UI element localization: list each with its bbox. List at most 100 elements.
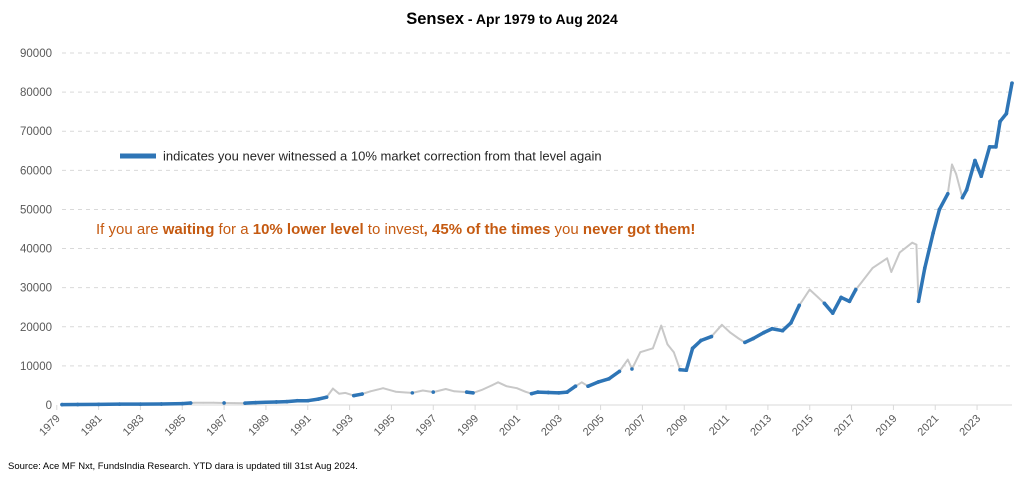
data-point (690, 346, 695, 351)
callout-text: If you are waiting for a 10% lower level… (96, 221, 695, 238)
data-point (737, 337, 740, 340)
callout-part: for a (214, 221, 252, 238)
data-point (639, 351, 642, 354)
x-tick-label: 2009 (665, 413, 691, 439)
data-point (360, 392, 364, 396)
data-point (822, 301, 827, 306)
data-point (305, 398, 310, 403)
data-point (524, 390, 527, 393)
data-point (871, 267, 874, 270)
x-tick-label: 2019 (874, 413, 900, 439)
data-point (890, 271, 893, 273)
data-point (817, 296, 820, 299)
data-point (471, 391, 475, 395)
series-segment-never-corrected (751, 330, 766, 341)
data-point (808, 288, 811, 291)
data-point (344, 391, 347, 394)
data-point (839, 295, 843, 300)
x-tick-label: 1981 (79, 413, 105, 439)
data-point (222, 401, 226, 405)
series-segment-never-corrected (831, 295, 843, 315)
data-point (431, 390, 436, 394)
data-point (586, 384, 590, 389)
series-sensex (60, 81, 1014, 407)
data-point (973, 158, 977, 163)
x-tick-label: 1983 (121, 413, 147, 439)
data-point (212, 401, 215, 404)
x-tick-label: 1979 (37, 413, 63, 439)
series-segment-never-corrected (780, 321, 793, 333)
data-point (117, 402, 122, 406)
x-axis: 1979 1981 1983 1985 1987 1989 1991 1993 1995 1997… (37, 404, 1012, 439)
data-point (931, 231, 935, 235)
data-point (709, 334, 714, 339)
data-point (394, 390, 397, 393)
series-segment-never-corrected (596, 377, 611, 384)
data-point (626, 358, 629, 361)
data-point (188, 401, 193, 405)
data-point (243, 401, 247, 405)
x-tick-label: 2005 (581, 413, 607, 439)
data-point (480, 389, 483, 392)
data-point (580, 381, 583, 384)
data-point (915, 243, 918, 246)
data-point (861, 280, 863, 283)
data-point (672, 351, 675, 354)
data-point (630, 367, 634, 371)
series-segment-never-corrected (847, 287, 858, 304)
x-tick-label: 1999 (455, 413, 481, 439)
data-point (573, 384, 578, 389)
data-point (1010, 81, 1014, 85)
y-tick-label: 20000 (20, 322, 52, 334)
callout-part: 10% lower level (253, 221, 364, 238)
data-point (596, 380, 601, 384)
data-point (138, 402, 143, 406)
series-segment-never-corrected (994, 119, 1002, 149)
series-segment-never-corrected (789, 303, 802, 325)
x-tick-label: 2023 (957, 413, 983, 439)
data-point (453, 390, 456, 393)
data-point (253, 400, 258, 405)
chart-title-suffix: - Apr 1979 to Aug 2024 (464, 11, 618, 27)
series-segment-never-corrected (586, 380, 601, 388)
data-point (556, 391, 561, 395)
data-point (421, 389, 424, 392)
data-point (497, 381, 499, 384)
data-point (490, 384, 493, 387)
callout-part: you (550, 221, 583, 238)
series-segment-never-corrected (916, 266, 927, 304)
data-point (607, 376, 611, 381)
data-point (937, 207, 942, 212)
legend-label: indicates you never witnessed a 10% mark… (163, 149, 602, 164)
data-point (751, 336, 756, 341)
callout-part: never got them! (583, 221, 696, 238)
x-tick-label: 2007 (623, 413, 649, 439)
data-point (338, 392, 341, 395)
data-point (285, 399, 289, 404)
x-tick-label: 1989 (246, 413, 272, 439)
data-point (945, 192, 950, 196)
series-segment-never-corrected (607, 369, 622, 381)
data-point (651, 347, 654, 350)
y-tick-label: 90000 (20, 48, 52, 60)
data-point (1004, 111, 1009, 116)
data-point (666, 343, 669, 346)
series-segment-never-corrected (923, 231, 935, 270)
series-segment-never-corrected (684, 346, 695, 372)
x-tick-label: 2003 (539, 413, 565, 439)
data-point (180, 401, 185, 406)
x-tick-label: 1987 (204, 413, 230, 439)
y-tick-label: 40000 (20, 244, 52, 256)
data-point (998, 119, 1002, 124)
callout-part: , 45% of the times (424, 221, 551, 238)
data-point (565, 390, 569, 394)
data-point (464, 390, 469, 394)
data-point (295, 398, 300, 403)
data-point (202, 401, 205, 404)
data-point (770, 326, 774, 331)
y-tick-label: 30000 (20, 283, 52, 295)
x-tick-label: 2013 (748, 413, 774, 439)
data-point (233, 402, 236, 405)
y-tick-label: 80000 (20, 87, 52, 99)
